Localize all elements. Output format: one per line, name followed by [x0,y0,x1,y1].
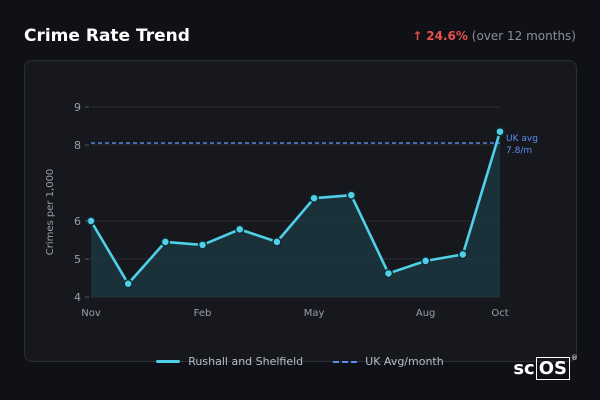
data-point [309,193,319,203]
data-point [420,256,431,266]
y-tick-label: 8 [74,139,81,152]
change-arrow-icon: ↑ [412,29,423,43]
x-tick-label: Feb [194,308,212,319]
legend-item-series[interactable]: Rushall and Shelfield [156,355,303,368]
chart-title: Crime Rate Trend [24,26,190,46]
series-line [89,131,502,286]
area-fill [91,131,500,297]
y-tick-label: 9 [74,101,81,114]
data-point [495,126,505,137]
legend-swatch-solid [156,360,181,363]
uk-average-annotation: UK avg [506,134,538,144]
data-point [346,190,357,200]
data-point [197,240,208,250]
legend-item-average[interactable]: UK Avg/month [333,355,444,368]
axes-labels: 4 5 6 8 9 Nov Feb May Aug Oct Crimes per 1,000 [45,101,509,319]
x-tick-label: Nov [81,308,101,319]
legend-label-series: Rushall and Shelfield [188,355,304,368]
data-point [123,278,133,289]
y-tick-label: 6 [74,215,81,228]
data-point [160,237,171,247]
reference-line-group: UK avg 7.8/m [91,134,538,156]
series-line-group [89,131,502,286]
area-path [91,131,500,297]
change-value: 24.6% [426,29,468,43]
brand-reg: ® [571,354,578,362]
x-tick-label: Aug [416,308,436,319]
data-points [86,126,505,289]
x-tick-label: Oct [491,308,508,319]
uk-average-annotation: 7.8/m [506,146,532,156]
legend-label-average: UK Avg/month [365,355,444,368]
data-point [272,237,282,247]
x-tick-label: May [304,308,325,319]
data-point [234,224,245,235]
data-point [383,268,394,279]
y-axis-label: Crimes per 1,000 [45,169,56,256]
change-indicator: ↑ 24.6% (over 12 months) [412,29,576,43]
brand-boxed: OS [535,357,570,380]
brand-prefix: sc [513,358,535,379]
y-tick-label: 4 [74,291,81,304]
brand-logo: sc OS ® [513,354,578,380]
change-note: (over 12 months) [471,29,576,43]
legend-swatch-dashed [333,360,358,363]
y-tick-label: 5 [74,253,81,266]
legend: Rushall and Shelfield UK Avg/month [0,355,600,368]
data-point [458,249,468,260]
